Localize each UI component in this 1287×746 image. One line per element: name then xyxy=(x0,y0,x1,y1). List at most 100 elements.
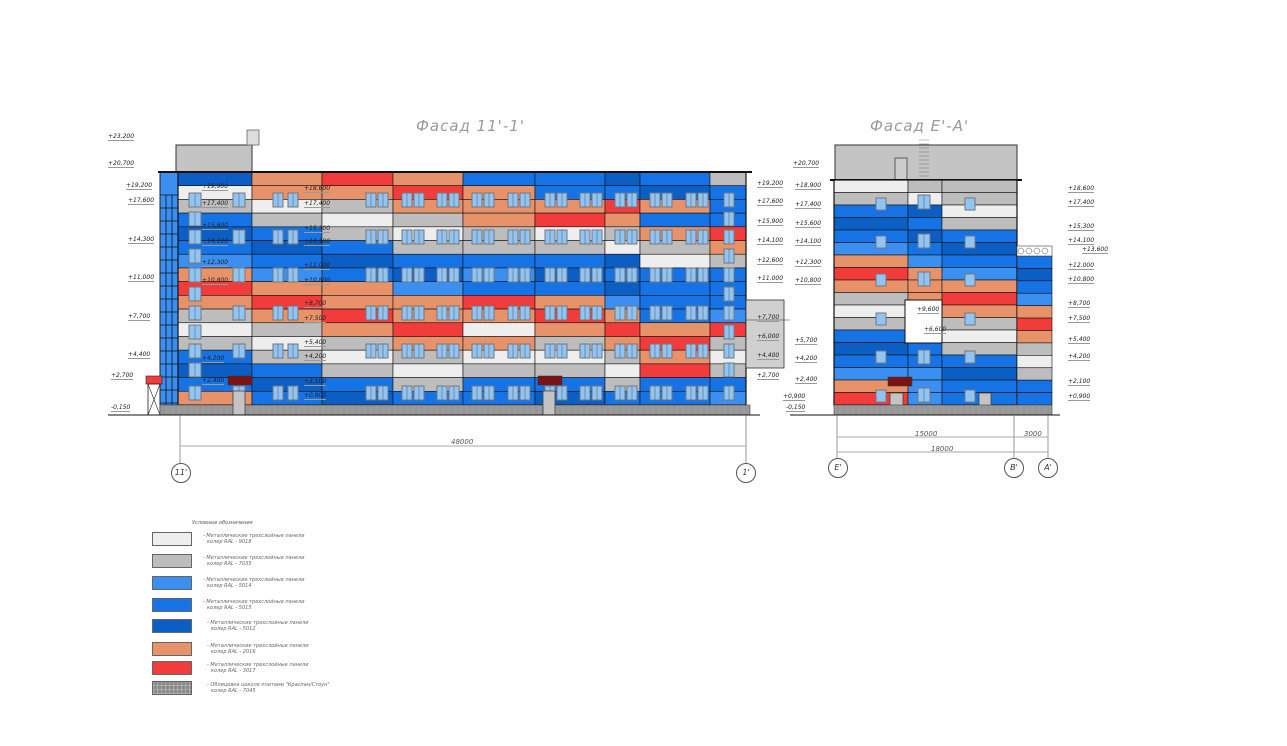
panel-band xyxy=(392,363,464,378)
elevation-mark: +10,800 xyxy=(304,277,331,285)
elevation-mark: +15,600 xyxy=(795,220,822,228)
legend-swatch xyxy=(152,532,192,546)
annex-panel-band xyxy=(1016,255,1053,269)
annex-panel-band xyxy=(1016,355,1053,369)
elevation-mark: +7,500 xyxy=(304,315,327,323)
panel-band xyxy=(462,322,536,337)
legend-swatch xyxy=(152,661,192,675)
annex-panel-band xyxy=(1016,317,1053,331)
elevation-mark: +7,500 xyxy=(1068,315,1091,323)
panel-band xyxy=(941,254,1018,268)
elevation-mark: +20,700 xyxy=(108,160,135,168)
window-icon xyxy=(875,197,887,211)
annex-panel-band xyxy=(1016,305,1053,319)
elevation-mark: +19,900 xyxy=(202,183,229,191)
elevation-mark: +12,000 xyxy=(1068,262,1095,270)
roof-door xyxy=(894,157,908,181)
elevation-mark: +4,400 xyxy=(757,352,780,360)
elevation-mark: +14,300 xyxy=(128,236,155,244)
panel-band xyxy=(392,171,464,187)
annex-panel-band xyxy=(1016,342,1053,356)
window-icon xyxy=(964,273,976,287)
axis-marker-A: А' xyxy=(1038,458,1058,478)
panel-band xyxy=(941,267,1018,281)
dimension-18000: 18000 xyxy=(931,445,954,453)
side-facade-title: Фасад Е'-А' xyxy=(870,117,970,135)
panel-band xyxy=(534,253,606,269)
panel-band xyxy=(709,171,747,187)
window-icon xyxy=(875,273,887,287)
main-facade-title: Фасад 11'-1' xyxy=(416,117,525,135)
legend-item-line1: - Металлические трехслойные панели xyxy=(207,662,309,668)
elevation-mark: +2,700 xyxy=(757,372,780,380)
panel-band xyxy=(941,304,1018,318)
legend-item-line1: - Металлические трехслойные панели xyxy=(203,599,305,605)
legend-swatch xyxy=(152,576,192,590)
elevation-mark: +15,300 xyxy=(1068,223,1095,231)
panel-band xyxy=(392,281,464,296)
ventilation-grille xyxy=(227,375,253,386)
elevation-mark: +2,100 xyxy=(1068,378,1091,386)
ventilation-grille xyxy=(537,375,563,386)
side-facade xyxy=(830,139,1053,416)
legend-item-line2: колер RAL - 3017 xyxy=(211,668,256,674)
elevation-mark: +18,900 xyxy=(795,182,822,190)
legend-item-line2: колер RAL - 7045 xyxy=(211,688,256,694)
elevation-mark: +12,000 xyxy=(304,262,331,270)
panel-band xyxy=(392,212,464,228)
railing-ornament xyxy=(1017,247,1025,255)
elevation-mark: +19,200 xyxy=(126,182,153,190)
elevation-mark: +14,100 xyxy=(202,238,229,246)
panel-band xyxy=(462,253,536,269)
panel-band xyxy=(941,329,1018,343)
panel-band xyxy=(534,171,606,187)
elevation-mark: +4,200 xyxy=(304,353,327,361)
panel-band xyxy=(392,253,464,269)
elevation-mark: +14,100 xyxy=(1068,237,1095,245)
panel-band xyxy=(639,253,711,269)
annex-panel-band xyxy=(1016,367,1053,381)
panel-band xyxy=(604,281,641,296)
legend-item-text: - Металлические трехслойные панели колер … xyxy=(207,620,367,632)
axis-marker-1: 1' xyxy=(736,463,756,483)
panel-band xyxy=(833,342,909,356)
panel-band xyxy=(604,171,641,187)
elevation-mark: +14,100 xyxy=(795,238,822,246)
legend-swatch xyxy=(152,681,192,695)
elevation-mark: +14,100 xyxy=(304,238,331,246)
axis-marker-B: В' xyxy=(1004,458,1024,478)
dimension-3000: 3000 xyxy=(1024,430,1042,438)
panel-band xyxy=(833,242,909,256)
panel-band xyxy=(941,217,1018,231)
legend-item-text: - Металлические трехслойные панели колер … xyxy=(207,643,367,655)
panel-band xyxy=(833,217,909,231)
legend-item-text: - Металлические трехслойные панели колер … xyxy=(203,533,363,545)
elevation-mark: -0,150 xyxy=(111,404,131,412)
elevation-mark: +10,800 xyxy=(1068,276,1095,284)
elevation-mark: +6,000 xyxy=(757,333,780,341)
elevation-mark: +5,700 xyxy=(795,337,818,345)
legend-swatch xyxy=(152,619,192,633)
panel-band xyxy=(321,253,394,269)
ventilation-grille xyxy=(887,376,913,387)
panel-band xyxy=(321,212,394,228)
panel-band xyxy=(833,317,909,331)
elevation-mark: +6,600 xyxy=(924,326,947,334)
panel-band xyxy=(604,363,641,378)
elevation-mark: +12,300 xyxy=(202,259,229,267)
stair-tower xyxy=(159,171,179,406)
main-facade xyxy=(145,129,790,416)
elevation-mark: +4,400 xyxy=(128,351,151,359)
panel-band xyxy=(534,281,606,296)
elevation-mark: +20,700 xyxy=(793,160,820,168)
panel-band xyxy=(833,192,909,206)
panel-band xyxy=(321,281,394,296)
elevation-mark: +17,400 xyxy=(795,201,822,209)
elevation-mark: +0,900 xyxy=(783,393,806,401)
elevation-mark: +2,400 xyxy=(202,377,225,385)
legend-title: Условные обозначения xyxy=(192,520,253,526)
panel-band xyxy=(639,363,711,378)
elevation-mark: +15,300 xyxy=(304,225,331,233)
panel-band xyxy=(639,171,711,187)
